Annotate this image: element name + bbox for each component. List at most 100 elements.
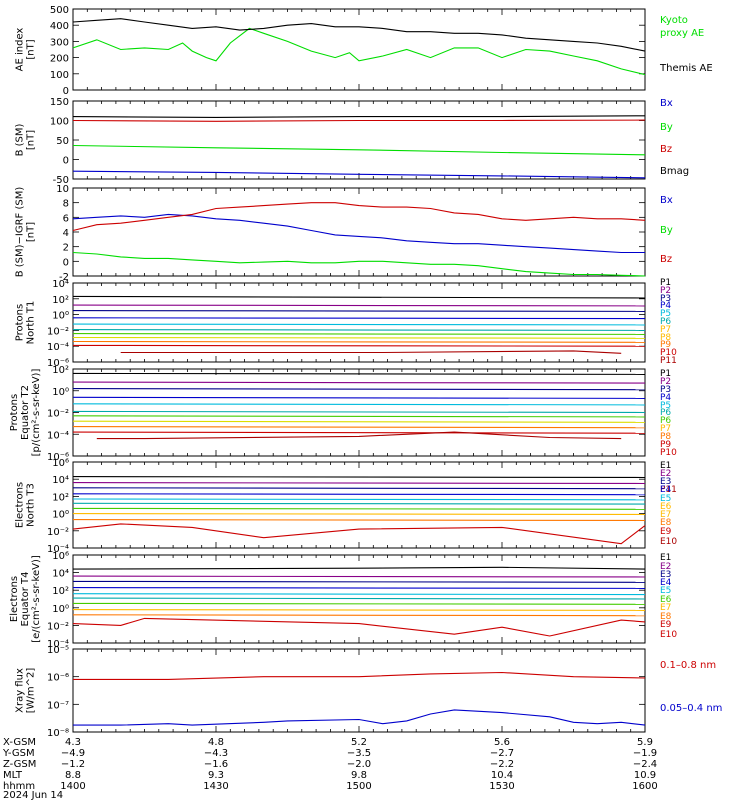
legend-entry: E4: [660, 485, 672, 495]
y-tick-label: 10⁴: [52, 569, 69, 580]
panel-xray: 10⁻⁸ 10⁻⁷ 10⁻⁶ 10⁻⁵ Xray flux [W/m^2] 0.1–0.8 …: [15, 645, 723, 739]
series-p10: [72, 344, 646, 347]
x-row-value: 1400: [60, 781, 85, 792]
y-tick-label: 10⁰: [52, 604, 69, 615]
x-row-value: 8.8: [65, 770, 81, 781]
x-row-value: 1430: [203, 781, 228, 792]
y-axis-label: [W/m^2]: [26, 668, 37, 714]
y-tick-label: 400: [50, 21, 69, 32]
legend-entry: E10: [660, 630, 677, 640]
legend-entry: E3: [660, 570, 671, 580]
series-e4: [72, 493, 646, 496]
y-tick-label: 10⁻²: [47, 326, 69, 337]
series-p2: [72, 304, 646, 307]
y-tick-label: 10⁻⁶: [47, 358, 69, 369]
legend-entry: P6: [660, 317, 671, 327]
legend-entry: P6: [660, 416, 671, 426]
y-tick-label: 500: [50, 5, 69, 16]
x-axis-labels: X-GSM 4.3 4.8 5.2 5.6 5.9Y-GSM −4.9 −4.3 −3.5 −2.…: [2, 737, 658, 800]
y-axis-label: [p/(cm²-s-sr-keV)]: [31, 369, 42, 457]
y-tick-label: 10: [56, 184, 69, 195]
x-row-label: MLT: [3, 770, 23, 781]
panel-bigrf: -2 0 2 4 6 8 10 B (SM)−IGRF (SM) [nT] Bx By Bz: [15, 184, 673, 283]
series-e1: [72, 476, 646, 479]
x-row-label: Z-GSM: [3, 759, 36, 770]
series-kyoto-proxy-ae: [72, 27, 646, 76]
plot-frame: [72, 8, 646, 91]
y-tick-label: 50: [56, 136, 69, 147]
y-tick-label: 10⁴: [52, 279, 69, 290]
legend-entry: P10: [660, 348, 677, 358]
legend-entry: Themis AE: [659, 63, 713, 74]
x-row-label: Y-GSM: [2, 748, 35, 759]
y-tick-label: 10⁻⁷: [47, 700, 69, 711]
legend-entry: P2: [660, 286, 671, 296]
y-tick-label: 200: [50, 54, 69, 65]
series-p4: [72, 317, 646, 320]
panel-elec_eq: 10⁻⁴ 10⁻² 10⁰ 10² 10⁴ 10⁶ Electrons Equator T4[…: [9, 551, 677, 650]
series-p9: [72, 426, 646, 429]
legend-entry: Kyoto: [660, 15, 688, 26]
series-by: [72, 144, 646, 156]
series-p5: [72, 403, 646, 406]
series-e1: [72, 566, 646, 570]
y-axis-label: [nT]: [26, 222, 37, 242]
series-e10: [72, 617, 646, 637]
y-tick-label: 0: [63, 257, 69, 268]
x-row-value: −2.7: [490, 748, 514, 759]
legend-entry: P11: [660, 356, 677, 366]
y-tick-label: 10²: [52, 492, 69, 503]
series-p10: [72, 431, 646, 434]
panel-bsm: -50 0 50 100 150 B (SM) [nT] Bx By Bz Bmag: [15, 97, 690, 186]
y-tick-label: 2: [63, 243, 69, 254]
series-e3: [72, 487, 646, 490]
legend-entry: P11: [660, 485, 677, 495]
series-e10: [72, 523, 646, 545]
y-tick-label: -50: [53, 175, 69, 186]
legend-entry: P8: [660, 333, 671, 343]
y-tick-label: 10⁻²: [47, 527, 69, 538]
y-tick-label: 10⁰: [52, 311, 69, 322]
legend-entry: Bz: [660, 254, 672, 265]
legend-entry: E2: [660, 469, 671, 479]
y-tick-label: 300: [50, 37, 69, 48]
y-axis-label: Protons: [9, 394, 20, 431]
y-axis-label: Xray flux: [15, 668, 26, 713]
series-p7: [72, 333, 646, 335]
y-tick-label: 10⁰: [52, 387, 69, 398]
legend-entry: E9: [660, 620, 672, 630]
series-p8: [72, 336, 646, 339]
series-p9: [72, 340, 646, 343]
y-axis-label: North T3: [26, 483, 37, 527]
y-tick-label: 10⁻⁴: [47, 544, 69, 555]
y-tick-label: 8: [63, 199, 69, 210]
x-row-value: 5.9: [637, 737, 653, 748]
legend-entry: E7: [660, 603, 671, 613]
y-tick-label: 10⁻⁴: [47, 342, 69, 353]
series-p1: [72, 372, 646, 375]
y-axis-label: [nT]: [26, 39, 37, 59]
y-tick-label: 10⁶: [52, 458, 69, 469]
legend-entry: P6: [660, 408, 671, 418]
legend-entry: E10: [660, 537, 677, 547]
legend-entry: P2: [660, 377, 671, 387]
legend-entry: E7: [660, 510, 671, 520]
series-e9: [72, 614, 646, 617]
legend-entry: E3: [660, 477, 671, 487]
legend-entry: P1: [660, 369, 671, 379]
legend-entry: Bmag: [660, 166, 689, 177]
y-axis-label: B (SM): [15, 123, 26, 156]
series-p6: [72, 329, 646, 331]
x-row-value: −4.9: [61, 748, 85, 759]
x-row-value: −1.2: [61, 759, 85, 770]
legend-entry: P7: [660, 325, 671, 335]
legend-entry: E1: [660, 553, 671, 563]
y-tick-label: 10⁻²: [47, 409, 69, 420]
legend: Bx By Bz Bmag: [660, 98, 689, 177]
legend-entry: E8: [660, 612, 672, 622]
legend-entry: Bz: [660, 144, 672, 155]
x-row-value: −4.3: [204, 748, 228, 759]
x-row-value: −2.0: [347, 759, 371, 770]
legend-entry: P10: [660, 448, 677, 458]
